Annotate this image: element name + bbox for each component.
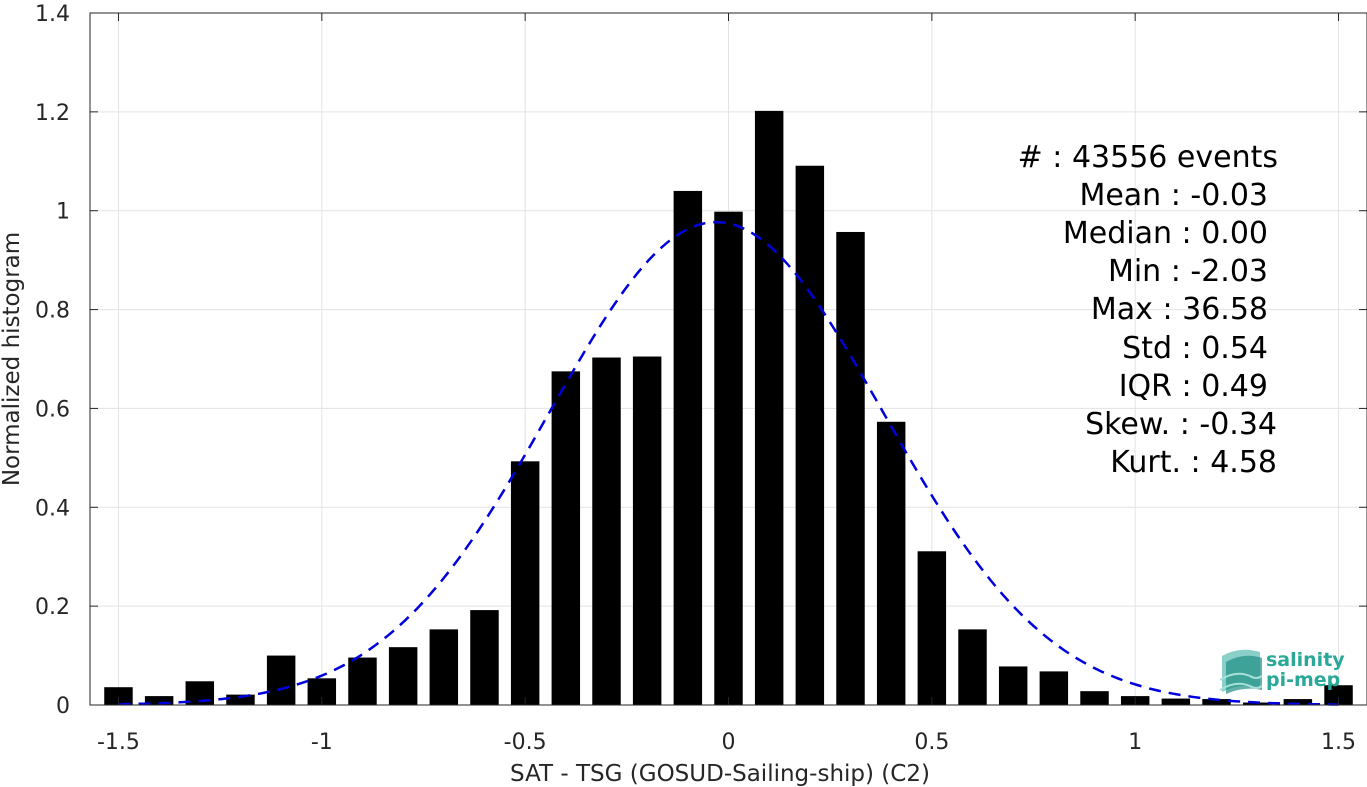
x-tick-label: -1 xyxy=(311,730,333,755)
gaussian-fit-curve xyxy=(118,220,1339,706)
y-axis-ticks: 0 0.2 0.4 0.6 0.8 1 1.2 1.4 xyxy=(35,2,1367,719)
stat-skew: Skew. : -0.34 xyxy=(1085,407,1277,442)
stat-events: # : 43556 events xyxy=(1018,140,1278,175)
histogram-bar xyxy=(266,655,296,705)
histogram-bar xyxy=(998,666,1028,705)
logo-line2: pi-mep xyxy=(1266,669,1340,691)
y-tick-label: 0.8 xyxy=(35,299,70,324)
histogram-bar xyxy=(795,165,825,706)
stat-iqr: IQR : 0.49 xyxy=(1119,369,1268,404)
histogram-bars xyxy=(104,110,1353,706)
y-tick-label: 0.2 xyxy=(35,595,70,620)
y-tick-label: 0 xyxy=(56,694,70,719)
x-axis-label: SAT - TSG (GOSUD-Sailing-ship) (C2) xyxy=(510,761,930,787)
y-tick-label: 0.4 xyxy=(35,496,70,521)
y-tick-label: 0.6 xyxy=(35,397,70,422)
histogram-bar xyxy=(1202,699,1231,705)
histogram-bar xyxy=(144,696,174,705)
y-tick-label: 1.2 xyxy=(35,101,70,126)
wave-logo-icon xyxy=(1219,649,1263,694)
histogram-bar xyxy=(1324,685,1353,705)
x-tick-label: 0.5 xyxy=(914,730,949,755)
stat-median: Median : 0.00 xyxy=(1063,216,1268,251)
y-tick-label: 1.4 xyxy=(35,2,70,27)
histogram-bar xyxy=(104,687,133,705)
histogram-bar xyxy=(470,610,499,705)
logo-line1: salinity xyxy=(1266,649,1345,671)
histogram-bar xyxy=(185,681,215,705)
x-tick-label: 1.5 xyxy=(1321,730,1356,755)
histogram-bar xyxy=(551,371,581,705)
salinity-pimep-logo: salinity pi-mep xyxy=(1219,649,1345,694)
histogram-bar xyxy=(876,421,906,705)
stat-max: Max : 36.58 xyxy=(1091,292,1268,327)
y-axis-label: Normalized histogram xyxy=(0,232,25,486)
histogram-bar xyxy=(1242,702,1272,705)
histogram-bar xyxy=(673,190,703,705)
histogram-bar xyxy=(917,551,947,705)
histogram-bar xyxy=(388,647,418,705)
histogram-bar xyxy=(958,629,987,705)
histogram-bar xyxy=(226,694,255,705)
stat-std: Std : 0.54 xyxy=(1122,331,1268,366)
x-tick-label: 0 xyxy=(722,730,736,755)
histogram-bar xyxy=(348,657,377,705)
stat-mean: Mean : -0.03 xyxy=(1079,178,1268,213)
histogram-bar xyxy=(510,461,540,705)
histogram-bar xyxy=(1283,699,1313,705)
histogram-bar xyxy=(754,110,784,705)
histogram-bar xyxy=(836,231,865,705)
y-tick-label: 1 xyxy=(56,200,70,225)
histogram-bar xyxy=(429,629,459,705)
x-tick-label: -1.5 xyxy=(97,730,140,755)
x-tick-label: -0.5 xyxy=(504,730,547,755)
stat-min: Min : -2.03 xyxy=(1108,254,1268,289)
x-axis-ticks: -1.5 -1 -0.5 0 0.5 1 1.5 xyxy=(97,13,1356,755)
stat-kurt: Kurt. : 4.58 xyxy=(1110,445,1277,480)
histogram-bar xyxy=(1080,691,1109,705)
histogram-bar xyxy=(714,211,743,705)
histogram-bar xyxy=(592,357,621,705)
histogram-bar xyxy=(1039,671,1069,705)
histogram-bar xyxy=(632,356,662,705)
histogram-bar xyxy=(1161,698,1191,705)
grid xyxy=(90,12,1367,706)
x-tick-label: 1 xyxy=(1128,730,1142,755)
statistics-annotation: # : 43556 events Mean : -0.03 Median : 0… xyxy=(1018,140,1278,480)
